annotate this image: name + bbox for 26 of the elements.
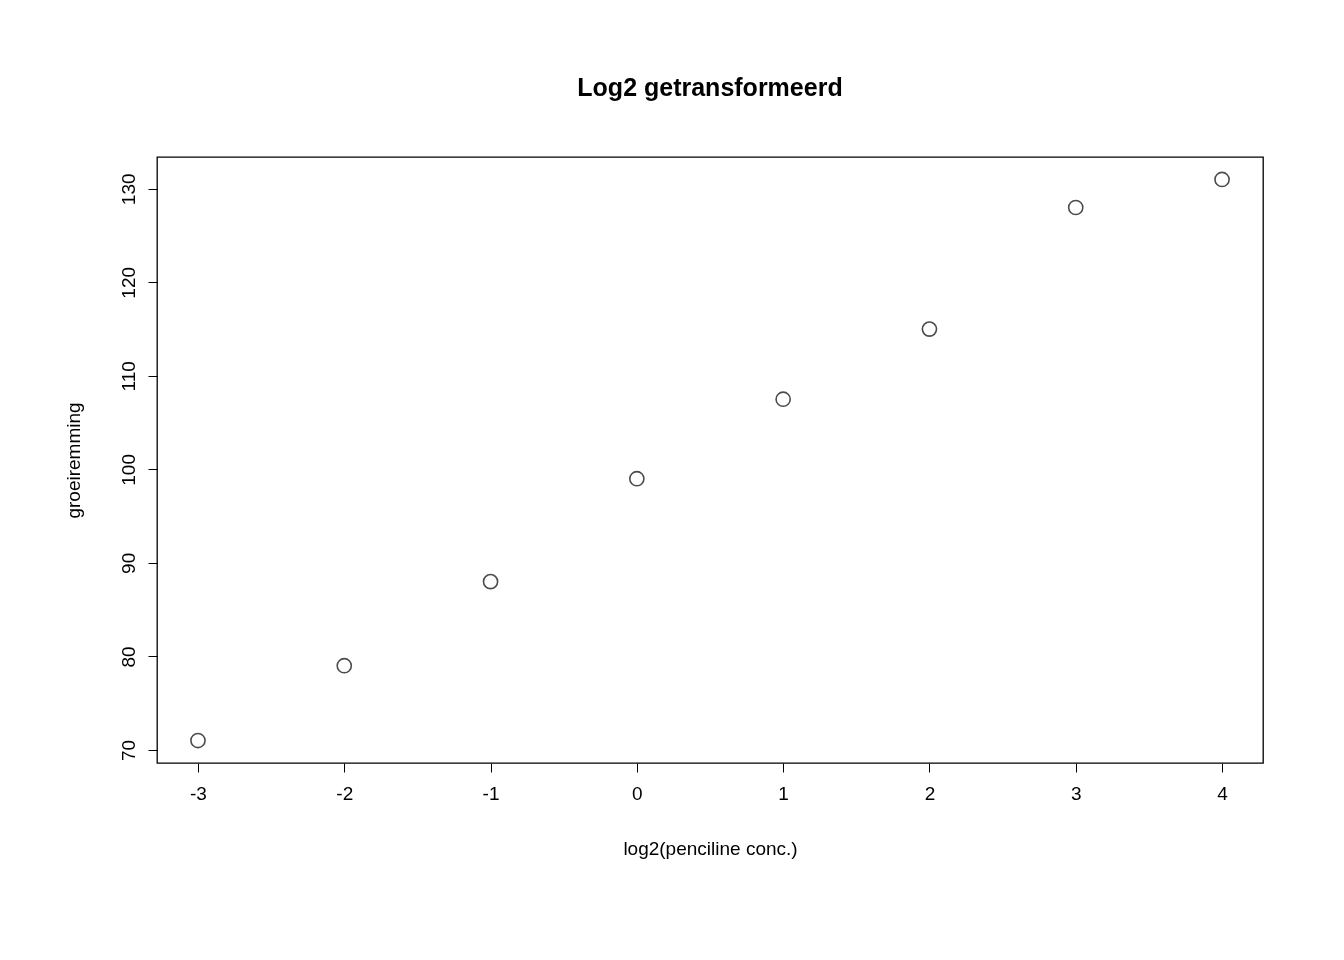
point [482, 573, 499, 590]
point [628, 470, 645, 487]
x-tick-label: 3 [1070, 782, 1082, 804]
point [921, 321, 938, 337]
y-tick-label: 100 [117, 454, 139, 486]
point [775, 391, 792, 408]
x-tick-label: 4 [1217, 782, 1229, 804]
y-tick-label: 70 [117, 739, 139, 761]
x-tick-label: 1 [778, 782, 789, 804]
chart-title: Log2 getransformeerd [577, 73, 843, 101]
point [1067, 199, 1084, 216]
x-tick-label: -3 [190, 782, 207, 804]
x-axis-title: log2(penciline conc.) [623, 837, 798, 859]
y-tick-label: 120 [117, 266, 139, 299]
x-tick-label: -1 [482, 782, 500, 804]
y-tick-label: 80 [117, 646, 139, 668]
x-tick-label: 0 [632, 782, 643, 804]
point [190, 732, 206, 749]
y-axis-title: groeiremming [62, 402, 84, 519]
y-tick-label: 130 [117, 173, 139, 206]
point [1214, 171, 1230, 188]
x-tick-label: 2 [924, 782, 936, 804]
point [336, 657, 353, 674]
y-tick-label: 110 [117, 361, 139, 392]
y-tick-label: 90 [117, 552, 139, 574]
x-tick-label: -2 [336, 782, 354, 804]
